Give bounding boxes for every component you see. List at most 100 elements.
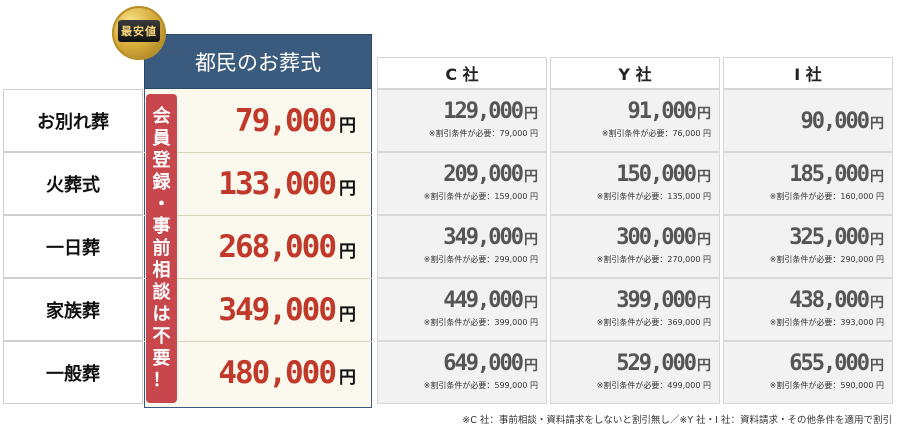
own-company-column — [144, 89, 372, 408]
competitor-price-value: 325,000 — [789, 225, 870, 250]
company-header-1: Y 社 — [550, 57, 720, 89]
competitor-price: 449,000 円 — [443, 289, 538, 313]
competitor-price-value: 449,000 — [443, 288, 524, 313]
competitor-price-cell: 325,000 円 ※割引条件が必要：290,000 円 — [723, 215, 893, 278]
strip-char: 員 — [152, 127, 171, 149]
yen-unit: 円 — [697, 295, 711, 311]
competitor-price: 90,000 円 — [801, 110, 884, 134]
competitor-price-cell: 150,000 円 ※割引条件が必要：135,000 円 — [550, 152, 720, 215]
membership-note-strip: 会員登録・事前相談は不要！ — [146, 94, 177, 403]
strip-char: 談 — [152, 281, 171, 303]
competitor-price-cell: 349,000 円 ※割引条件が必要：299,000 円 — [377, 215, 547, 278]
competitor-price: 399,000 円 — [616, 289, 711, 313]
plan-label: 一日葬 — [3, 215, 143, 278]
yen-unit: 円 — [697, 106, 711, 122]
best-price-badge-label: 最安値 — [118, 20, 160, 42]
discount-note: ※割引条件が必要：399,000 円 — [423, 318, 538, 327]
own-price: 79,000 — [235, 102, 337, 139]
competitor-price: 150,000 円 — [616, 163, 711, 187]
strip-char: は — [152, 303, 171, 325]
yen-unit: 円 — [870, 169, 884, 185]
strip-char: 要 — [152, 347, 171, 369]
competitor-price-value: 185,000 — [789, 162, 870, 187]
competitor-price-value: 300,000 — [616, 225, 697, 250]
competitor-price-value: 529,000 — [616, 351, 697, 376]
competitor-price-cell: 449,000 円 ※割引条件が必要：399,000 円 — [377, 278, 547, 341]
discount-note: ※割引条件が必要：369,000 円 — [596, 318, 711, 327]
discount-note: ※割引条件が必要：160,000 円 — [769, 192, 884, 201]
row-divider — [144, 152, 372, 153]
competitor-price-value: 438,000 — [789, 288, 870, 313]
yen-unit: 円 — [870, 116, 884, 132]
own-company-header: 都民のお葬式 — [144, 34, 372, 89]
yen-unit: 円 — [870, 358, 884, 374]
discount-note: ※割引条件が必要：499,000 円 — [596, 381, 711, 390]
competitor-price-cell: 655,000 円 ※割引条件が必要：590,000 円 — [723, 341, 893, 404]
competitor-price-cell: 300,000 円 ※割引条件が必要：270,000 円 — [550, 215, 720, 278]
yen-unit: 円 — [524, 295, 538, 311]
company-header-2: I 社 — [723, 57, 893, 89]
competitor-price: 129,000 円 — [443, 100, 538, 124]
competitor-price: 91,000 円 — [628, 100, 711, 124]
competitor-price-cell: 399,000 円 ※割引条件が必要：369,000 円 — [550, 278, 720, 341]
competitor-price: 300,000 円 — [616, 226, 711, 250]
own-price-cell: 133,000 円 — [178, 152, 370, 215]
discount-note: ※割引条件が必要：270,000 円 — [596, 255, 711, 264]
discount-note: ※割引条件が必要：299,000 円 — [423, 255, 538, 264]
own-price-cell: 268,000 円 — [178, 215, 370, 278]
competitor-price: 655,000 円 — [789, 352, 884, 376]
own-price-cell: 349,000 円 — [178, 278, 370, 341]
own-price: 349,000 — [218, 291, 337, 328]
yen-unit: 円 — [524, 169, 538, 185]
row-divider — [144, 341, 372, 342]
discount-note: ※割引条件が必要：599,000 円 — [423, 381, 538, 390]
competitor-price: 209,000 円 — [443, 163, 538, 187]
best-price-badge: 最安値 — [112, 6, 166, 60]
yen-unit: 円 — [339, 242, 356, 262]
competitor-price-cell: 438,000 円 ※割引条件が必要：393,000 円 — [723, 278, 893, 341]
discount-note: ※割引条件が必要：76,000 円 — [601, 129, 711, 138]
competitor-price-value: 90,000 — [800, 109, 870, 134]
competitor-price-value: 399,000 — [616, 288, 697, 313]
yen-unit: 円 — [870, 295, 884, 311]
yen-unit: 円 — [339, 179, 356, 199]
competitor-price-cell: 185,000 円 ※割引条件が必要：160,000 円 — [723, 152, 893, 215]
strip-char: 事 — [152, 215, 171, 237]
yen-unit: 円 — [697, 169, 711, 185]
discount-note: ※割引条件が必要：159,000 円 — [423, 192, 538, 201]
strip-char: 録 — [152, 171, 171, 193]
competitor-price-value: 209,000 — [443, 162, 524, 187]
plan-label: 一般葬 — [3, 341, 143, 404]
strip-char: ・ — [152, 193, 171, 215]
competitor-price-value: 649,000 — [443, 351, 524, 376]
competitor-price-value: 150,000 — [616, 162, 697, 187]
competitor-price: 185,000 円 — [789, 163, 884, 187]
yen-unit: 円 — [524, 106, 538, 122]
own-price: 133,000 — [218, 165, 337, 202]
yen-unit: 円 — [697, 358, 711, 374]
competitor-price: 649,000 円 — [443, 352, 538, 376]
competitor-price: 529,000 円 — [616, 352, 711, 376]
competitor-price-value: 91,000 — [627, 99, 697, 124]
strip-char: 相 — [152, 259, 171, 281]
competitor-price-cell: 90,000 円 — [723, 89, 893, 152]
own-price: 268,000 — [218, 228, 337, 265]
discount-note: ※割引条件が必要：135,000 円 — [596, 192, 711, 201]
row-divider — [144, 278, 372, 279]
plan-label: 火葬式 — [3, 152, 143, 215]
strip-char: ！ — [152, 369, 171, 391]
strip-char: 前 — [152, 237, 171, 259]
company-header-0: C 社 — [377, 57, 547, 89]
yen-unit: 円 — [524, 232, 538, 248]
discount-note: ※割引条件が必要：79,000 円 — [428, 129, 538, 138]
competitor-price: 349,000 円 — [443, 226, 538, 250]
discount-note: ※割引条件が必要：590,000 円 — [769, 381, 884, 390]
competitor-price-cell: 649,000 円 ※割引条件が必要：599,000 円 — [377, 341, 547, 404]
competitor-price: 438,000 円 — [789, 289, 884, 313]
plan-label: 家族葬 — [3, 278, 143, 341]
footnote: ※C 社：事前相談・資料請求をしないと割引無し／※Y 社・I 社：資料請求・その… — [462, 415, 892, 426]
competitor-price-cell: 529,000 円 ※割引条件が必要：499,000 円 — [550, 341, 720, 404]
yen-unit: 円 — [339, 116, 356, 136]
competitor-price-cell: 209,000 円 ※割引条件が必要：159,000 円 — [377, 152, 547, 215]
competitor-price-value: 349,000 — [443, 225, 524, 250]
